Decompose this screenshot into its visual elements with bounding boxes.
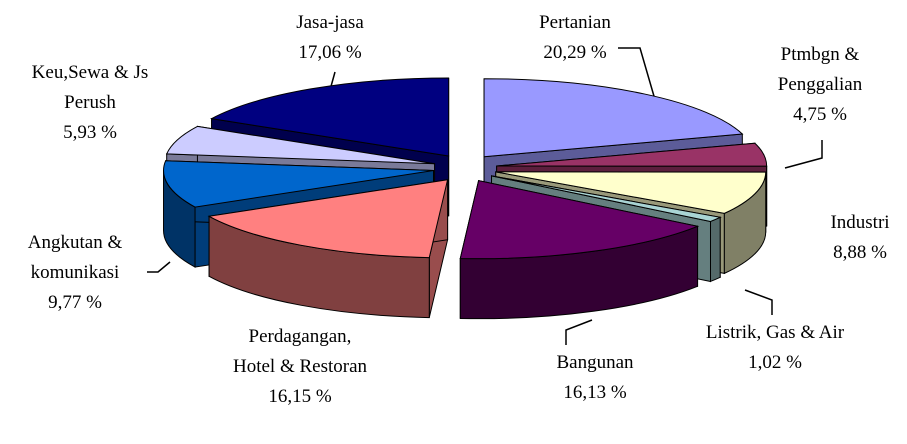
slice	[207, 179, 449, 259]
data-label: Jasa-jasa 17,06 %	[265, 8, 395, 68]
value-label: 1,02 %	[748, 352, 802, 373]
category-label: Perdagangan, Hotel & Restoran	[232, 326, 368, 377]
category-label: Listrik, Gas & Air	[705, 322, 845, 343]
slice	[491, 175, 722, 222]
category-label: Jasa-jasa	[296, 12, 364, 33]
data-label: Listrik, Gas & Air 1,02 %	[690, 318, 860, 378]
leader-line	[618, 47, 659, 111]
data-label: Bangunan 16,13 %	[530, 348, 660, 408]
value-label: 16,13 %	[563, 382, 627, 403]
slice	[209, 77, 450, 157]
value-label: 9,77 %	[48, 292, 102, 313]
leader-line	[744, 289, 773, 315]
data-label: Industri 8,88 %	[805, 208, 907, 268]
slice	[495, 171, 767, 214]
value-label: 4,75 %	[793, 104, 847, 125]
value-label: 8,88 %	[833, 242, 887, 263]
value-label: 20,29 %	[543, 42, 607, 63]
category-label: Ptmbgn & Penggalian	[777, 44, 863, 95]
category-label: Bangunan	[556, 352, 634, 373]
category-label: Keu,Sewa & Js Perush	[31, 62, 149, 113]
slice	[496, 142, 768, 167]
category-label: Industri	[830, 212, 890, 233]
slice	[207, 179, 449, 319]
slice	[483, 78, 744, 158]
slice-side	[710, 216, 721, 283]
data-label: Angkutan & komunikasi 9,77 %	[5, 228, 145, 318]
slice	[163, 160, 434, 208]
value-label: 16,15 %	[268, 386, 332, 407]
category-label: Angkutan & komunikasi	[27, 232, 123, 283]
data-label: Ptmbgn & Penggalian 4,75 %	[760, 40, 880, 130]
value-label: 17,06 %	[298, 42, 362, 63]
data-label: Pertanian 20,29 %	[495, 8, 655, 68]
category-label: Pertanian	[539, 12, 611, 33]
leader-line	[147, 261, 171, 273]
leader-line	[565, 319, 593, 345]
slice	[165, 125, 435, 165]
slice	[459, 180, 700, 260]
data-label: Perdagangan, Hotel & Restoran 16,15 %	[230, 322, 370, 412]
slice	[459, 180, 700, 320]
leader-line	[784, 140, 823, 169]
value-label: 5,93 %	[63, 122, 117, 143]
data-label: Keu,Sewa & Js Perush 5,93 %	[10, 58, 170, 148]
